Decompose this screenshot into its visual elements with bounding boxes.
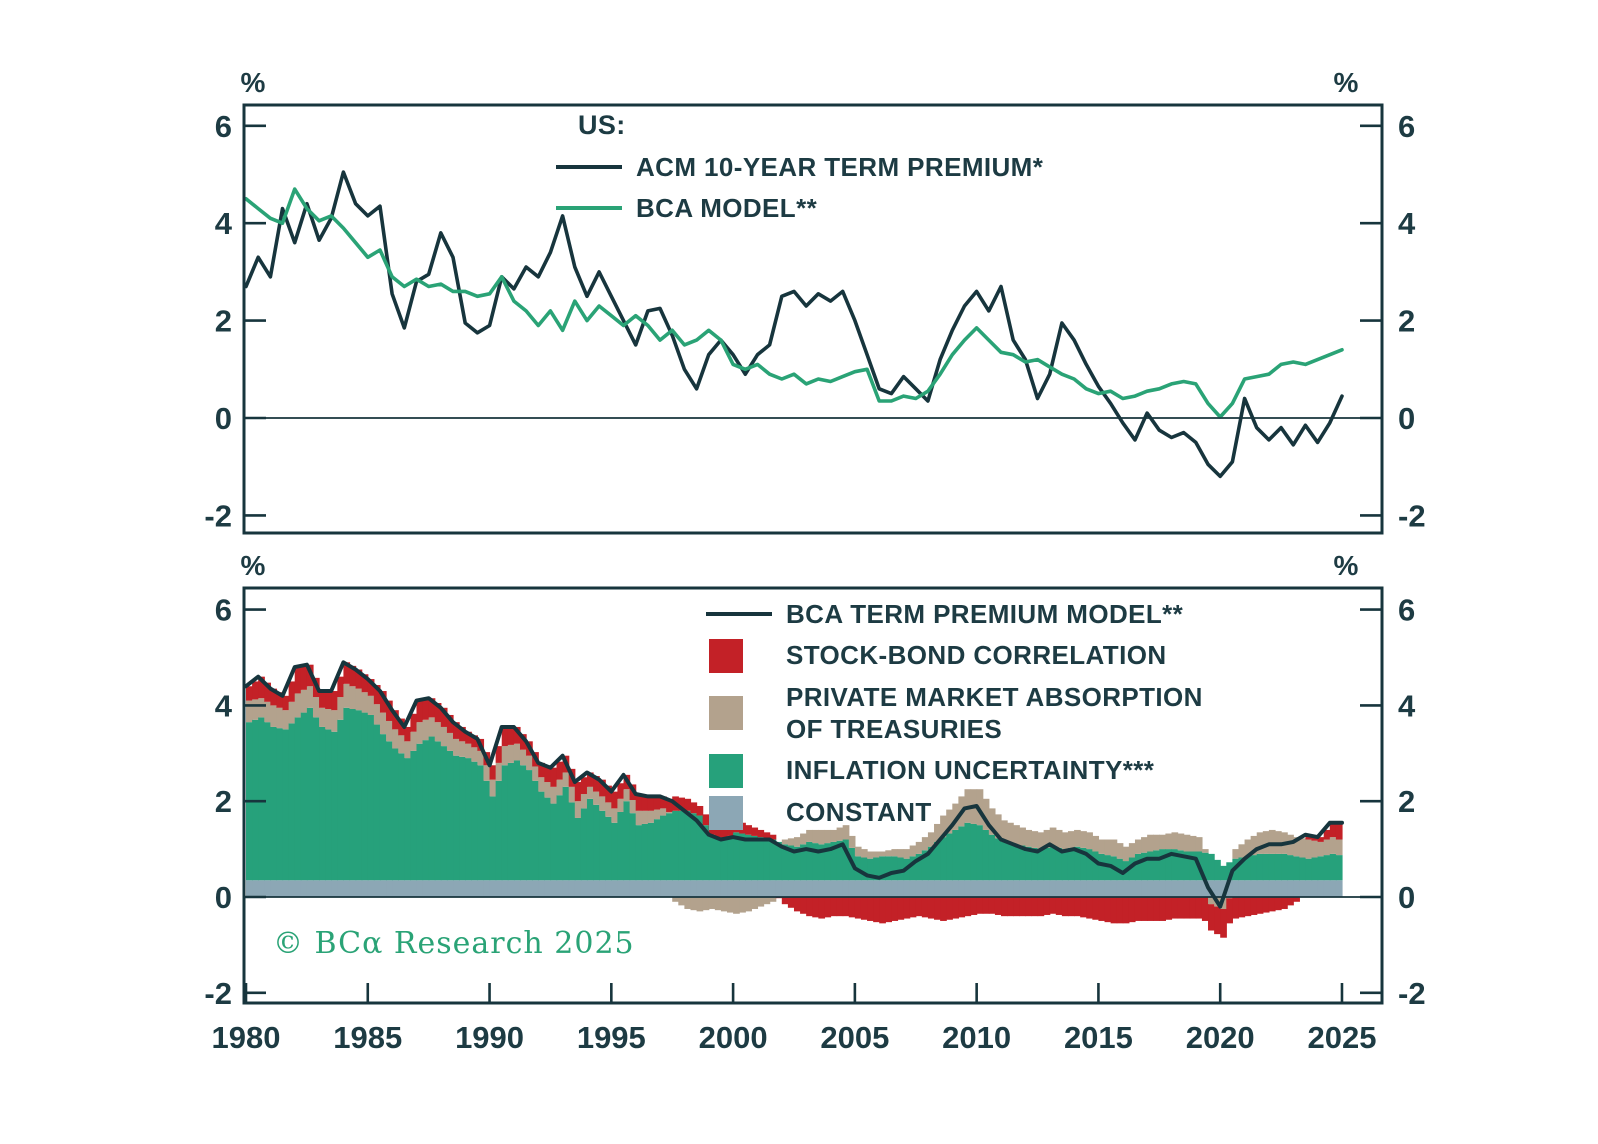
svg-text:0: 0 [215,401,232,436]
year-axis: 1980 1985 1990 1995 2000 2005 2010 2015 2020 2025 [212,983,1376,1055]
svg-text:0: 0 [1398,880,1415,915]
svg-text:6: 6 [215,593,232,628]
svg-text:1995: 1995 [577,1020,646,1055]
bca-legend-label: BCA MODEL** [636,192,818,223]
inflation-swatch-icon [709,753,743,788]
svg-text:-2: -2 [204,498,232,533]
correlation-legend-label: STOCK-BOND CORRELATION [786,640,1167,671]
svg-text:2000: 2000 [699,1020,768,1055]
constant-swatch-icon [709,795,743,830]
acm-legend-label: ACM 10-YEAR TERM PREMIUM* [636,151,1044,182]
svg-text:2005: 2005 [820,1020,889,1055]
model-legend-label: BCA TERM PREMIUM MODEL** [786,599,1184,629]
svg-text:1985: 1985 [333,1020,402,1055]
bottom-panel: 6 6 4 4 2 2 0 0 -2 -2%% [204,550,1425,1011]
legend-item-bca-model: BCA MODEL** [556,192,1043,223]
inflation-legend-label: INFLATION UNCERTAINTY*** [786,755,1155,786]
absorption-legend-label: PRIVATE MARKET ABSORPTION OF TREASURIES [786,681,1203,745]
svg-text:1980: 1980 [212,1020,281,1055]
absorption-swatch-icon [709,696,743,730]
legend-item-correlation: STOCK-BOND CORRELATION [706,638,1203,673]
svg-text:-2: -2 [1398,976,1426,1011]
legend-item-acm: ACM 10-YEAR TERM PREMIUM* [556,151,1044,182]
svg-text:0: 0 [215,880,232,915]
acm-line-key-icon [556,165,622,169]
svg-text:2025: 2025 [1307,1020,1376,1055]
svg-text:4: 4 [1398,688,1416,723]
svg-text:-2: -2 [1398,498,1426,533]
constant-legend-label: CONSTANT [786,797,932,828]
top-legend: US: ACM 10-YEAR TERM PREMIUM* BCA MODEL*… [556,112,1043,235]
svg-text:6: 6 [1398,109,1415,144]
bca-line-key-icon [556,206,622,210]
svg-text:2020: 2020 [1186,1020,1255,1055]
legend-item-inflation: INFLATION UNCERTAINTY*** [706,753,1203,788]
svg-text:-2: -2 [204,976,232,1011]
model-line-key-icon [706,612,772,617]
svg-text:%: % [1334,67,1359,98]
copyright-text: © BCα Research 2025 [273,926,635,961]
top-panel: 6 6 4 4 2 2 0 0 -2 -2%% [204,67,1426,535]
correlation-swatch-icon [709,638,743,673]
svg-text:%: % [241,550,266,581]
svg-text:2: 2 [215,304,232,339]
svg-text:1990: 1990 [455,1020,524,1055]
svg-text:%: % [1334,550,1359,581]
svg-text:2015: 2015 [1064,1020,1133,1055]
svg-text:6: 6 [1398,593,1415,628]
bottom-legend: BCA TERM PREMIUM MODEL** STOCK-BOND CORR… [706,598,1203,838]
legend-item-constant: CONSTANT [706,795,1203,830]
svg-text:2: 2 [1398,784,1415,819]
svg-text:0: 0 [1398,401,1415,436]
svg-text:2: 2 [215,784,232,819]
svg-text:4: 4 [215,688,233,723]
svg-text:%: % [241,67,266,98]
svg-text:2010: 2010 [942,1020,1011,1055]
svg-text:4: 4 [215,206,233,241]
legend-item-absorption: PRIVATE MARKET ABSORPTION OF TREASURIES [706,681,1203,746]
svg-text:2: 2 [1398,304,1415,339]
svg-text:6: 6 [215,109,232,144]
svg-text:4: 4 [1398,206,1416,241]
top-legend-title: US: [578,110,626,140]
legend-item-model: BCA TERM PREMIUM MODEL** [706,598,1203,631]
